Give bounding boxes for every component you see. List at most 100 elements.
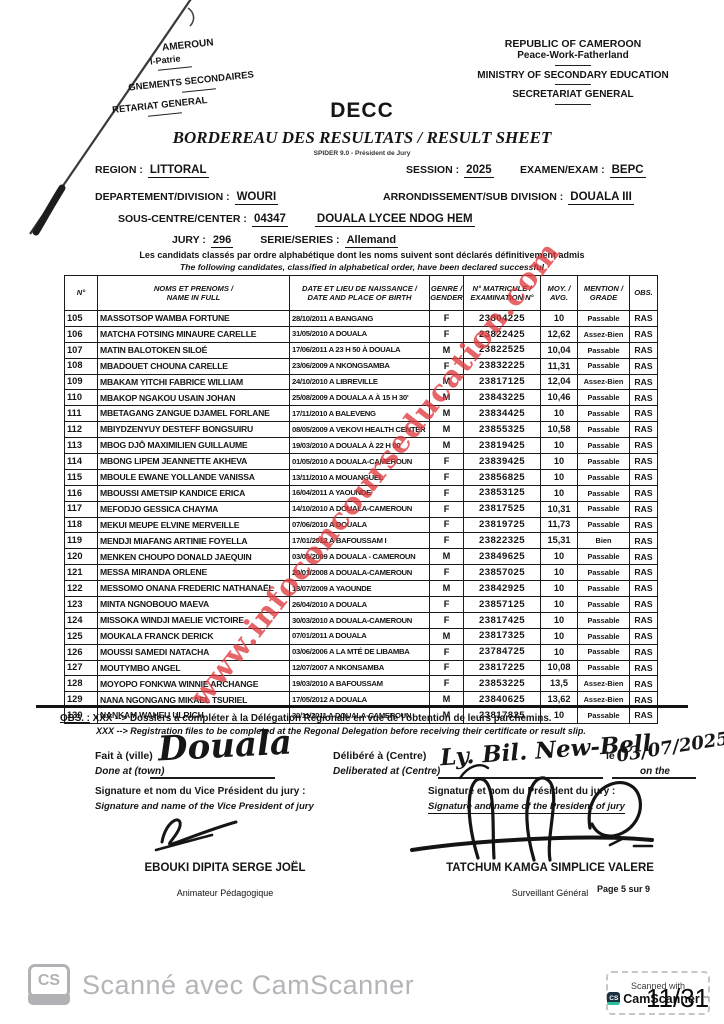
- cell-birth: 07/01/2011 A DOUALA: [289, 627, 430, 645]
- vp-signature-label-en: Signature and name of the Vice President…: [95, 801, 314, 812]
- subdivision-field: ARRONDISSEMENT/SUB DIVISION : DOUALA III: [383, 191, 634, 205]
- done-at-label-en: Done at (town): [95, 766, 165, 777]
- cs-logo-tab: [28, 994, 70, 1005]
- cell-avg: 10: [540, 564, 578, 582]
- cell-matricule: 23817225: [463, 659, 541, 677]
- cell-obs: RAS: [629, 707, 658, 725]
- cell-birth: 17/06/2011 A 23 H 50 À DOUALA: [289, 341, 430, 359]
- cell-gender: F: [429, 500, 464, 518]
- cell-obs: RAS: [629, 564, 658, 582]
- cell-obs: RAS: [629, 468, 658, 486]
- cell-birth: 19/03/2010 A BAFOUSSAM: [289, 675, 430, 693]
- cell-num: 126: [64, 643, 98, 661]
- table-row: 112 MBIYDZENYUY DESTEFF BONGSUIRU 08/05/20…: [64, 421, 658, 439]
- table-row: 109 MBAKAM YITCHI FABRICE WILLIAM 24/10/20…: [64, 373, 658, 391]
- camscanner-badge: Scanned with CS CamScanner ™: [606, 971, 710, 1015]
- cell-num: 116: [64, 484, 98, 502]
- cell-name: MBIYDZENYUY DESTEFF BONGSUIRU: [97, 421, 290, 439]
- camscanner-logo-icon: CS: [28, 964, 70, 1005]
- cell-num: 122: [64, 580, 98, 598]
- cell-grade: Passable: [577, 389, 630, 407]
- cell-gender: F: [429, 325, 464, 343]
- date-label-fr: le: [606, 750, 615, 762]
- cell-gender: F: [429, 564, 464, 582]
- notice-en: The following candidates, classified in …: [180, 262, 544, 272]
- cell-avg: 10: [540, 437, 578, 455]
- cell-num: 108: [64, 357, 98, 375]
- cell-birth: 16/04/2011 A YAOUNDE: [289, 484, 430, 502]
- cell-avg: 11,73: [540, 516, 578, 534]
- obs-note-en: XXX --> Registration files to be complet…: [96, 726, 586, 736]
- cell-gender: F: [429, 611, 464, 629]
- cell-gender: M: [429, 437, 464, 455]
- cell-name: MBOG DJÔ MAXIMILIEN GUILLAUME: [97, 437, 290, 455]
- cell-grade: Passable: [577, 468, 630, 486]
- president-name: TATCHUM KAMGA SIMPLICE VALERE: [446, 862, 654, 874]
- signature-line: [438, 777, 603, 779]
- cell-birth: 20/01/2008 A DOUALA-CAMEROUN: [289, 564, 430, 582]
- signature-line: [150, 777, 275, 779]
- cell-matricule: 23822325: [463, 532, 541, 550]
- cell-grade: Passable: [577, 580, 630, 598]
- cell-name: MBETAGANG ZANGUE DJAMEL FORLANE: [97, 405, 290, 423]
- cell-avg: 10: [540, 484, 578, 502]
- cell-num: 123: [64, 596, 98, 613]
- table-row: 110 MBAKOP NGAKOU USAIN JOHAN 25/08/2009 A…: [64, 389, 658, 407]
- cell-grade: Passable: [577, 596, 630, 613]
- cell-grade: Passable: [577, 564, 630, 582]
- cell-gender: M: [429, 627, 464, 645]
- cell-matricule: 23817325: [463, 627, 541, 645]
- cell-obs: RAS: [629, 532, 658, 550]
- cell-num: 128: [64, 675, 98, 693]
- cell-matricule: 23819425: [463, 437, 541, 455]
- cell-birth: 17/11/2010 A BALEVENG: [289, 405, 430, 423]
- table-row: 106 MATCHA FOTSING MINAURE CARELLE 31/05/2…: [64, 325, 658, 343]
- table-row: 124 MISSOKA WINDJI MAELIE VICTOIRE 30/03/2…: [64, 611, 658, 629]
- table-header-row: N° NOMS ET PRENOMS / NAME IN FULL DATE ET L…: [64, 275, 658, 311]
- cell-name: MINTA NGNOBOUO MAEVA: [97, 596, 290, 613]
- cell-matricule: 23857025: [463, 564, 541, 582]
- page-title: BORDEREAU DES RESULTATS / RESULT SHEET: [172, 128, 552, 147]
- cell-avg: 10,31: [540, 500, 578, 518]
- divider: [555, 84, 591, 86]
- cell-avg: 10: [540, 405, 578, 423]
- division-value: WOURI: [234, 191, 279, 205]
- page-fold-crease: [29, 0, 195, 236]
- exam-label: EXAMEN/EXAM :: [520, 164, 605, 176]
- cell-grade: Passable: [577, 611, 630, 629]
- cell-obs: RAS: [629, 405, 658, 423]
- cell-name: MEKUI MEUPE ELVINE MERVEILLE: [97, 516, 290, 534]
- cell-num: 127: [64, 659, 98, 677]
- cell-grade: Passable: [577, 548, 630, 566]
- cell-gender: M: [429, 373, 464, 391]
- vp-signature: [154, 818, 238, 852]
- results-table-body: 105 MASSOTSOP WAMBA FORTUNE 28/10/2011 A B…: [64, 310, 658, 725]
- cell-matricule: 23822425: [463, 325, 541, 343]
- center-code: 04347: [251, 213, 288, 227]
- cell-obs: RAS: [629, 341, 658, 359]
- table-row: 117 MEFODJO GESSICA CHAYMA 14/10/2010 A DO…: [64, 500, 658, 518]
- cell-gender: F: [429, 596, 464, 613]
- cell-avg: 15,31: [540, 532, 578, 550]
- cell-avg: 10: [540, 453, 578, 470]
- cell-birth: 30/03/2010 A DOUALA-CAMEROUN: [289, 611, 430, 629]
- table-row: 126 MOUSSI SAMEDI NATACHA 03/06/2006 A LA …: [64, 643, 658, 661]
- results-table: N° NOMS ET PRENOMS / NAME IN FULL DATE ET L…: [64, 275, 658, 725]
- cell-avg: 10,46: [540, 389, 578, 407]
- cell-obs: RAS: [629, 596, 658, 613]
- section-divider: [36, 705, 688, 708]
- cell-obs: RAS: [629, 437, 658, 455]
- cell-num: 120: [64, 548, 98, 566]
- cell-name: MBOUSSI AMETSIP KANDICE ERICA: [97, 484, 290, 502]
- cell-name: MENKEN CHOUPO DONALD JAEQUIN: [97, 548, 290, 566]
- table-row: 116 MBOUSSI AMETSIP KANDICE ERICA 16/04/20…: [64, 484, 658, 502]
- cell-obs: RAS: [629, 643, 658, 661]
- cell-obs: RAS: [629, 357, 658, 375]
- cell-birth: 12/07/2007 A NKONSAMBA: [289, 659, 430, 677]
- cell-matricule: 23853125: [463, 484, 541, 502]
- cell-name: NANKAM WAHEU ULRICH: [97, 707, 290, 725]
- org-title: DECC: [330, 99, 394, 122]
- cell-num: 113: [64, 437, 98, 455]
- center-field: SOUS-CENTRE/CENTER : 04347 DOUALA LYCEE …: [118, 213, 475, 227]
